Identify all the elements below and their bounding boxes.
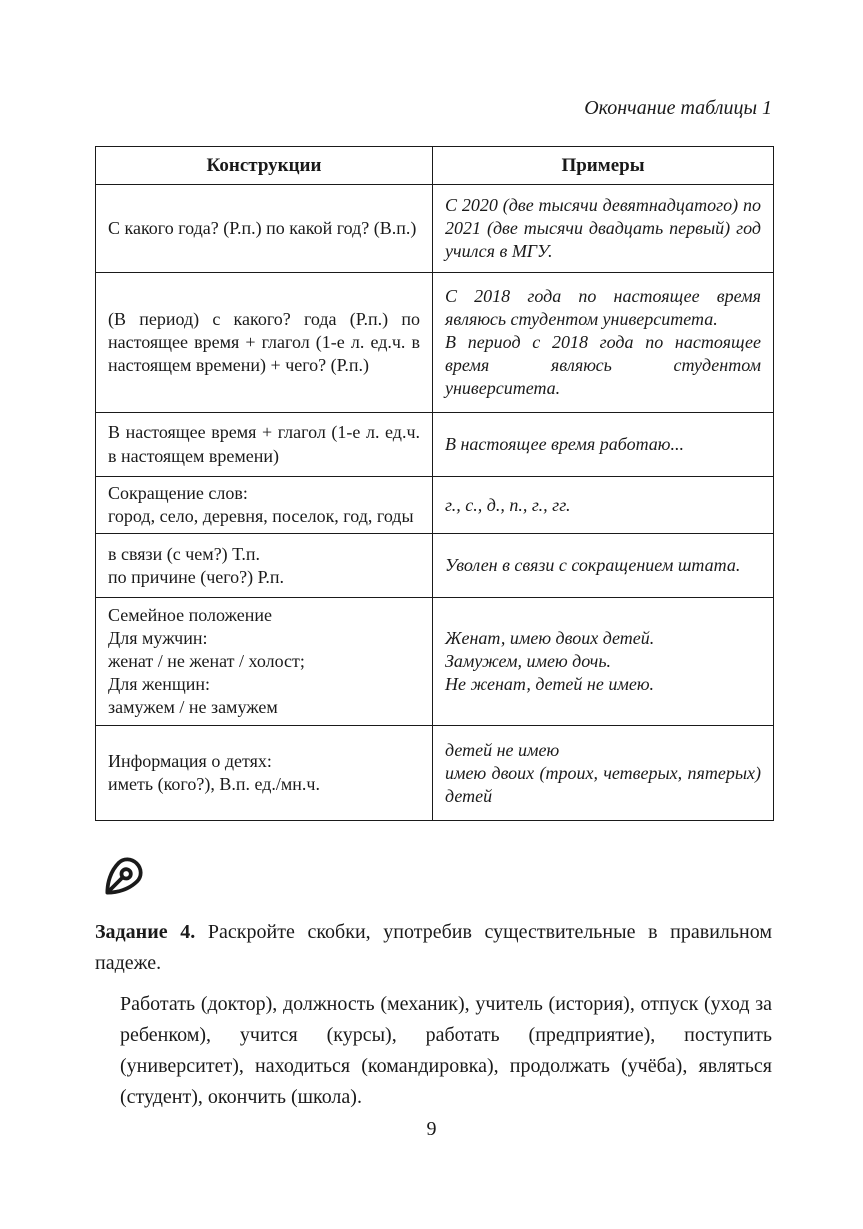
pen-nib-icon	[95, 851, 149, 905]
construction-cell: в связи (с чем?) Т.п. по причине (чего?)…	[95, 533, 433, 599]
construction-cell: Информация о детях: иметь (кого?), В.п. …	[95, 725, 433, 822]
table-row: Информация о детях: иметь (кого?), В.п. …	[95, 725, 774, 822]
example-cell: Женат, имею двоих детей. Замужем, имею д…	[432, 597, 774, 727]
table-row: в связи (с чем?) Т.п. по причине (чего?)…	[95, 533, 774, 599]
task-label: Задание 4.	[95, 921, 196, 944]
construction-cell: Семейное положение Для мужчин: женат / н…	[95, 597, 433, 727]
construction-cell: В настоящее время + глагол (1-е л. ед.ч.…	[95, 412, 433, 477]
table-header-row: Конструкции Примеры	[95, 146, 774, 185]
construction-cell: (В период) с какого? года (Р.п.) по наст…	[95, 272, 433, 413]
table-row: Сокращение слов: город, село, деревня, п…	[95, 475, 774, 535]
table-row: Семейное положение Для мужчин: женат / н…	[95, 597, 774, 727]
table-row: В настоящее время + глагол (1-е л. ед.ч.…	[95, 412, 774, 477]
task-paragraph: Задание 4. Раскройте скобки, употребив с…	[95, 917, 772, 979]
example-cell: г., с., д., п., г., гг.	[432, 475, 774, 535]
table-row: (В период) с какого? года (Р.п.) по наст…	[95, 272, 774, 413]
exercise-text: Работать (доктор), должность (механик), …	[120, 993, 772, 1109]
construction-cell: Сокращение слов: город, село, деревня, п…	[95, 475, 433, 535]
example-cell: В настоящее время работаю...	[432, 412, 774, 477]
construction-cell: С какого года? (Р.п.) по какой год? (В.п…	[95, 184, 433, 273]
task-instruction: Раскройте скобки, употребив существитель…	[95, 921, 772, 975]
page-number: 9	[426, 1118, 437, 1140]
table-continuation-caption: Окончание таблицы 1	[584, 97, 772, 119]
example-cell: Уволен в связи с сокращением штата.	[432, 533, 774, 599]
column-header-examples: Примеры	[432, 146, 774, 185]
table-row: С какого года? (Р.п.) по какой год? (В.п…	[95, 184, 774, 273]
constructions-examples-table: Конструкции Примеры С какого года? (Р.п.…	[95, 146, 774, 822]
example-cell: С 2018 года по настоящее время являюсь с…	[432, 272, 774, 413]
example-cell: детей не имею имею двоих (троих, четверы…	[432, 725, 774, 822]
column-header-constructions: Конструкции	[95, 146, 433, 185]
example-cell: С 2020 (две тысячи девятнадцатого) по 20…	[432, 184, 774, 273]
